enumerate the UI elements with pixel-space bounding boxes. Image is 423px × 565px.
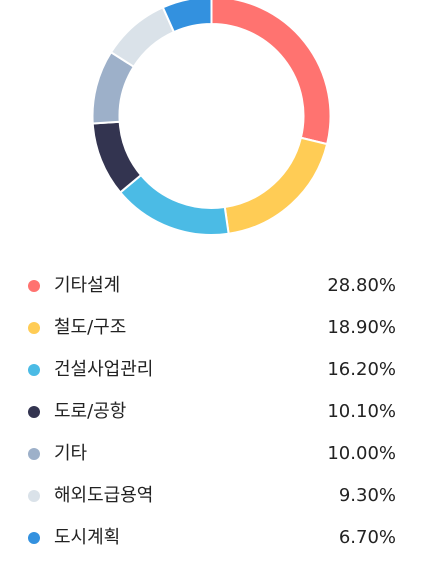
legend-item[interactable]: 기타 10.00% [0,433,423,475]
legend-color-dot [28,532,40,544]
donut-slice[interactable] [118,173,230,236]
legend-value: 10.10% [327,401,396,422]
legend-value: 10.00% [327,443,396,464]
legend-label: 도로/공항 [54,401,127,422]
legend-color-dot [28,490,40,502]
legend-label: 기타설계 [54,275,121,296]
legend-color-dot [28,280,40,292]
donut-chart [91,0,332,236]
legend-color-dot [28,406,40,418]
donut-slices [91,0,332,236]
donut-slice[interactable] [109,6,176,69]
donut-slice[interactable] [223,136,329,235]
legend-item[interactable]: 기타설계 28.80% [0,265,423,307]
legend-color-dot [28,448,40,460]
legend-item[interactable]: 도시계획 6.70% [0,517,423,559]
legend-item[interactable]: 건설사업관리 16.20% [0,349,423,391]
legend-value: 9.30% [338,485,396,506]
legend-item[interactable]: 철도/구조 18.90% [0,307,423,349]
legend-label: 해외도급용역 [54,485,154,506]
legend-color-dot [28,364,40,376]
legend-item[interactable]: 도로/공항 10.10% [0,391,423,433]
legend-item[interactable]: 해외도급용역 9.30% [0,475,423,517]
donut-slice[interactable] [210,0,332,146]
donut-slice[interactable] [161,0,213,34]
legend-label: 도시계획 [54,527,121,548]
donut-slice[interactable] [91,120,143,194]
legend-color-dot [28,322,40,334]
chart-legend: 기타설계 28.80% 철도/구조 18.90% 건설사업관리 16.20% 도로/공항 10… [0,265,423,559]
legend-value: 18.90% [327,317,396,338]
legend-label: 철도/구조 [54,317,127,338]
legend-value: 6.70% [338,527,396,548]
legend-value: 16.20% [327,359,396,380]
legend-label: 건설사업관리 [54,359,154,380]
legend-value: 28.80% [327,275,396,296]
legend-label: 기타 [54,443,88,464]
